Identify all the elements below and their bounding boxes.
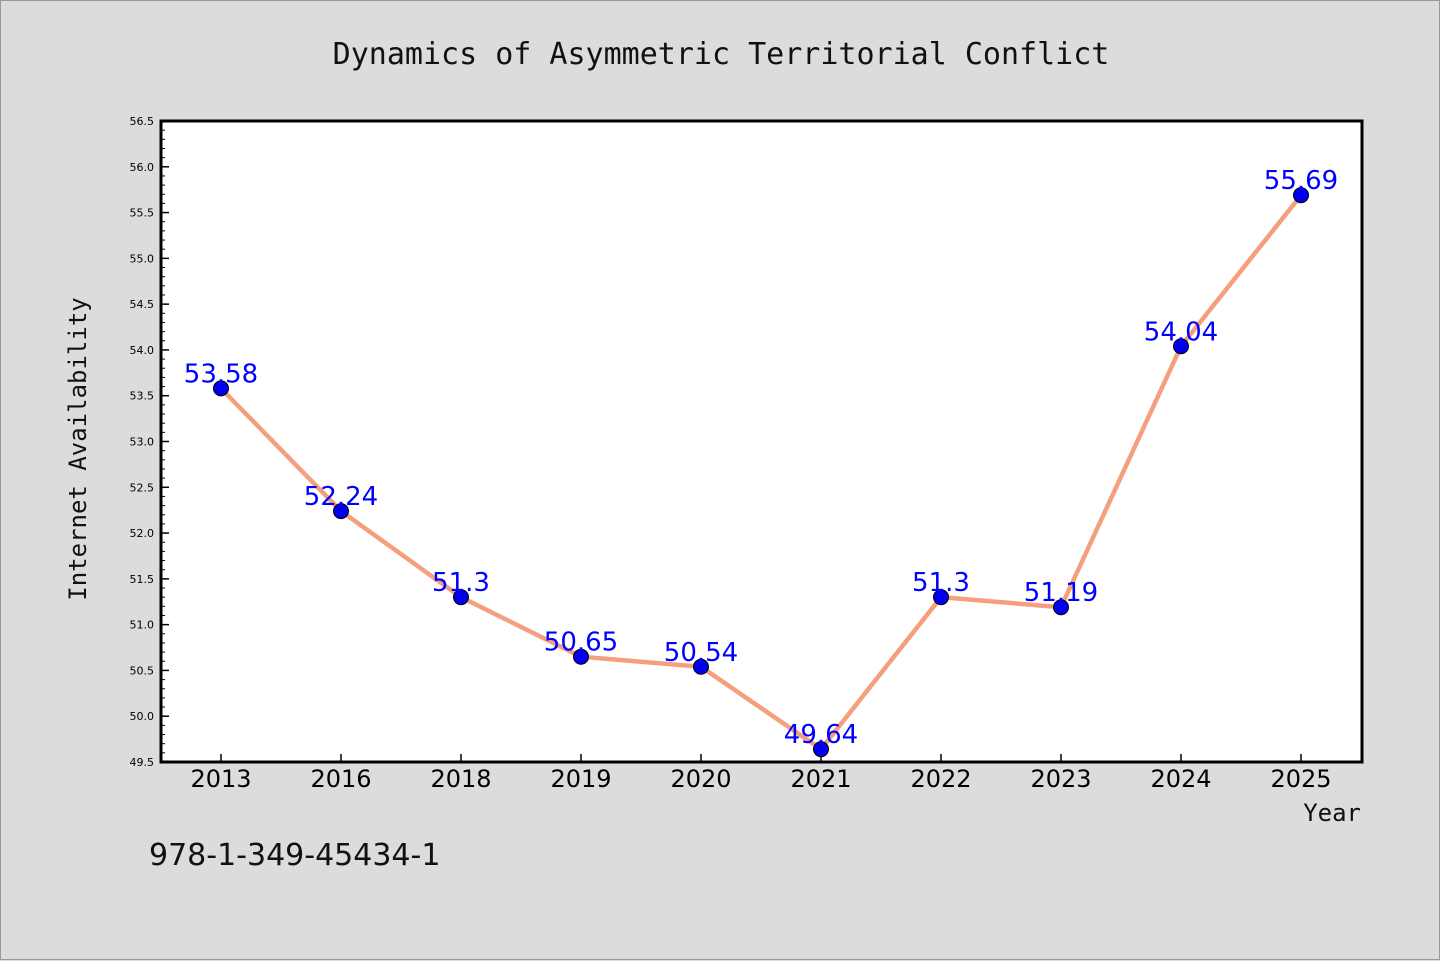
data-label: 51.3 (912, 568, 970, 598)
chart-title: Dynamics of Asymmetric Territorial Confl… (333, 37, 1110, 72)
data-point (453, 589, 469, 606)
series (213, 187, 1309, 758)
y-tick-label: 51.5 (130, 573, 155, 586)
y-tick-label: 54.5 (130, 298, 155, 311)
y-tick-label: 55.0 (130, 252, 155, 265)
x-tick-label: 2024 (1150, 765, 1211, 793)
y-tick-label: 50.5 (130, 664, 155, 677)
y-tick-label: 54.0 (130, 344, 155, 357)
data-label: 49.64 (784, 720, 858, 750)
x-axis: 2013 2016 2018 2019 2020 2021 2022 2023 2024 2025 (190, 754, 1332, 793)
y-axis-label: Internet Availability (64, 297, 92, 600)
y-tick-label: 52.5 (130, 481, 155, 494)
y-axis: 49.5 50.0 50.5 51.0 51.5 52.0 52.5 53.0 53.5 54.0… (130, 115, 169, 769)
data-point (1293, 187, 1309, 204)
y-tick-label: 51.0 (130, 619, 155, 632)
x-axis-label: Year (1303, 799, 1361, 827)
x-tick-label: 2013 (190, 765, 251, 793)
x-tick-label: 2021 (790, 765, 851, 793)
data-labels: 53.58 52.24 51.3 50.65 50.54 49.64 51.3 51.19 54… (184, 166, 1338, 750)
data-label: 53.58 (184, 359, 258, 389)
x-tick-label: 2018 (430, 765, 491, 793)
data-label: 50.65 (544, 628, 618, 658)
y-tick-label: 52.0 (130, 527, 155, 540)
data-point (813, 741, 829, 758)
data-point (1173, 338, 1189, 355)
data-label: 52.24 (304, 482, 378, 512)
y-tick-label: 53.5 (130, 390, 155, 403)
y-tick-label: 53.0 (130, 436, 155, 449)
data-label: 51.3 (432, 568, 490, 598)
x-tick-label: 2023 (1030, 765, 1091, 793)
y-tick-label: 56.0 (130, 161, 155, 174)
data-point (573, 648, 589, 665)
x-tick-label: 2025 (1270, 765, 1331, 793)
y-tick-label: 56.5 (130, 115, 155, 128)
data-label: 51.19 (1024, 578, 1098, 608)
data-point (213, 380, 229, 397)
data-point (693, 658, 709, 675)
plot-area (159, 119, 1364, 764)
x-tick-label: 2019 (550, 765, 611, 793)
data-point (933, 589, 949, 606)
data-label: 55.69 (1264, 166, 1338, 196)
x-tick-label: 2016 (310, 765, 371, 793)
y-tick-label: 50.0 (130, 710, 155, 723)
x-tick-label: 2020 (670, 765, 731, 793)
data-point (1053, 599, 1069, 616)
data-label: 54.04 (1144, 317, 1218, 347)
series-line (219, 193, 1303, 752)
isbn-text: 978-1-349-45434-1 (149, 838, 440, 873)
x-tick-label: 2022 (910, 765, 971, 793)
data-label: 50.54 (664, 638, 738, 668)
data-point (333, 503, 349, 520)
y-tick-label: 49.5 (130, 756, 155, 769)
y-tick-label: 55.5 (130, 207, 155, 220)
